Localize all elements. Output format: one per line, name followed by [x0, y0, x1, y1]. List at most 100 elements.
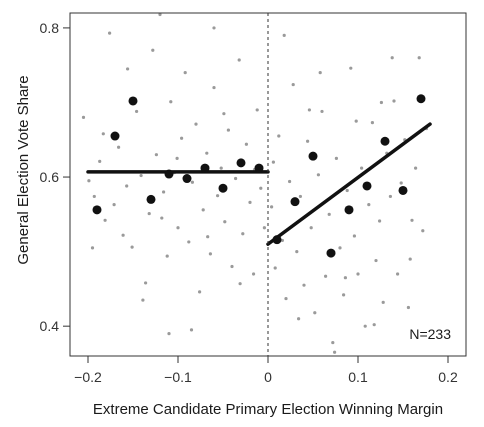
raw-data-point [298, 194, 302, 199]
raw-data-point [141, 298, 145, 302]
raw-data-point [248, 200, 252, 204]
raw-data-point [87, 179, 91, 183]
raw-data-point [241, 232, 245, 236]
raw-data-point [238, 282, 242, 286]
x-tick-label: 0.2 [438, 369, 458, 385]
binned-mean-point [344, 205, 354, 215]
raw-data-point [399, 181, 403, 185]
binned-means-layer [92, 94, 426, 258]
raw-points-layer [81, 12, 428, 354]
plot-frame [69, 12, 467, 357]
raw-data-point [327, 212, 331, 216]
raw-data-point [205, 151, 209, 155]
raw-data-point [206, 235, 210, 239]
raw-data-point [126, 67, 130, 71]
raw-data-point [313, 311, 317, 315]
raw-data-point [392, 99, 396, 103]
raw-data-point [273, 266, 277, 270]
raw-data-point [234, 176, 238, 181]
raw-data-point [388, 194, 392, 199]
raw-data-point [414, 166, 418, 170]
raw-data-point [334, 156, 338, 161]
raw-data-point [288, 179, 292, 184]
raw-data-point [360, 166, 364, 170]
raw-data-point [92, 194, 96, 199]
raw-data-point [108, 31, 112, 35]
raw-data-point [160, 216, 164, 220]
binned-mean-point [380, 136, 390, 146]
raw-data-point [144, 281, 148, 285]
raw-data-point [306, 139, 310, 143]
raw-data-point [356, 272, 360, 276]
x-axis: −0.2 −0.1 0 0.1 0.2 [74, 356, 458, 385]
raw-data-point [367, 203, 371, 207]
raw-data-point [390, 56, 394, 60]
raw-data-point [352, 234, 356, 238]
raw-data-point [354, 119, 358, 123]
raw-data-point [187, 240, 191, 244]
raw-data-point [121, 233, 125, 237]
raw-data-point [331, 340, 335, 345]
raw-data-point [324, 274, 328, 278]
raw-data-point [370, 121, 374, 125]
x-axis-title: Extreme Candidate Primary Election Winni… [93, 401, 443, 418]
raw-data-point [103, 218, 107, 222]
y-tick-label: 0.8 [40, 20, 60, 36]
raw-data-point [98, 159, 102, 163]
raw-data-point [154, 153, 158, 157]
raw-data-point [277, 134, 281, 138]
raw-data-point [167, 332, 171, 336]
raw-data-point [212, 85, 216, 90]
raw-data-point [151, 48, 155, 52]
raw-data-point [271, 160, 275, 164]
raw-data-point [198, 290, 202, 294]
binned-mean-point [182, 174, 192, 184]
fit-lines-layer [86, 122, 432, 246]
binned-mean-point [110, 131, 120, 141]
x-tick-label: 0 [264, 369, 272, 385]
binned-mean-point [290, 197, 300, 207]
raw-data-point [237, 58, 241, 62]
raw-data-point [194, 122, 198, 126]
raw-data-point [417, 56, 421, 60]
raw-data-point [396, 272, 400, 276]
raw-data-point [189, 328, 194, 332]
raw-data-point [208, 252, 212, 256]
binned-mean-point [272, 235, 282, 245]
binned-mean-point [326, 248, 336, 258]
raw-data-point [183, 71, 187, 75]
raw-data-point [307, 108, 311, 112]
raw-data-point [421, 229, 425, 233]
raw-data-point [381, 300, 385, 304]
raw-data-point [81, 115, 86, 119]
raw-data-point [342, 293, 346, 297]
raw-data-point [169, 100, 173, 104]
raw-data-point [244, 142, 248, 146]
raw-data-point [112, 203, 116, 207]
raw-data-point [180, 136, 184, 140]
raw-data-point [349, 66, 353, 70]
raw-data-point [252, 272, 256, 276]
raw-data-point [158, 12, 162, 17]
raw-data-point [223, 220, 227, 224]
raw-data-point [333, 350, 337, 354]
x-tick-label: −0.1 [164, 369, 192, 385]
x-tick-label: −0.2 [74, 369, 102, 385]
binned-mean-point [362, 181, 372, 191]
raw-data-point [280, 238, 284, 243]
y-tick-label: 0.4 [40, 318, 60, 334]
raw-data-point [378, 219, 382, 223]
raw-data-point [130, 245, 134, 249]
raw-data-point [345, 188, 349, 193]
binned-mean-point [92, 205, 102, 215]
x-tick-label: 0.1 [348, 369, 368, 385]
raw-data-point [295, 250, 299, 254]
raw-data-point [372, 323, 376, 327]
raw-data-point [316, 173, 320, 177]
binned-mean-point [308, 151, 318, 161]
raw-data-point [406, 305, 410, 310]
raw-data-point [176, 226, 180, 230]
binned-mean-point [236, 158, 246, 168]
